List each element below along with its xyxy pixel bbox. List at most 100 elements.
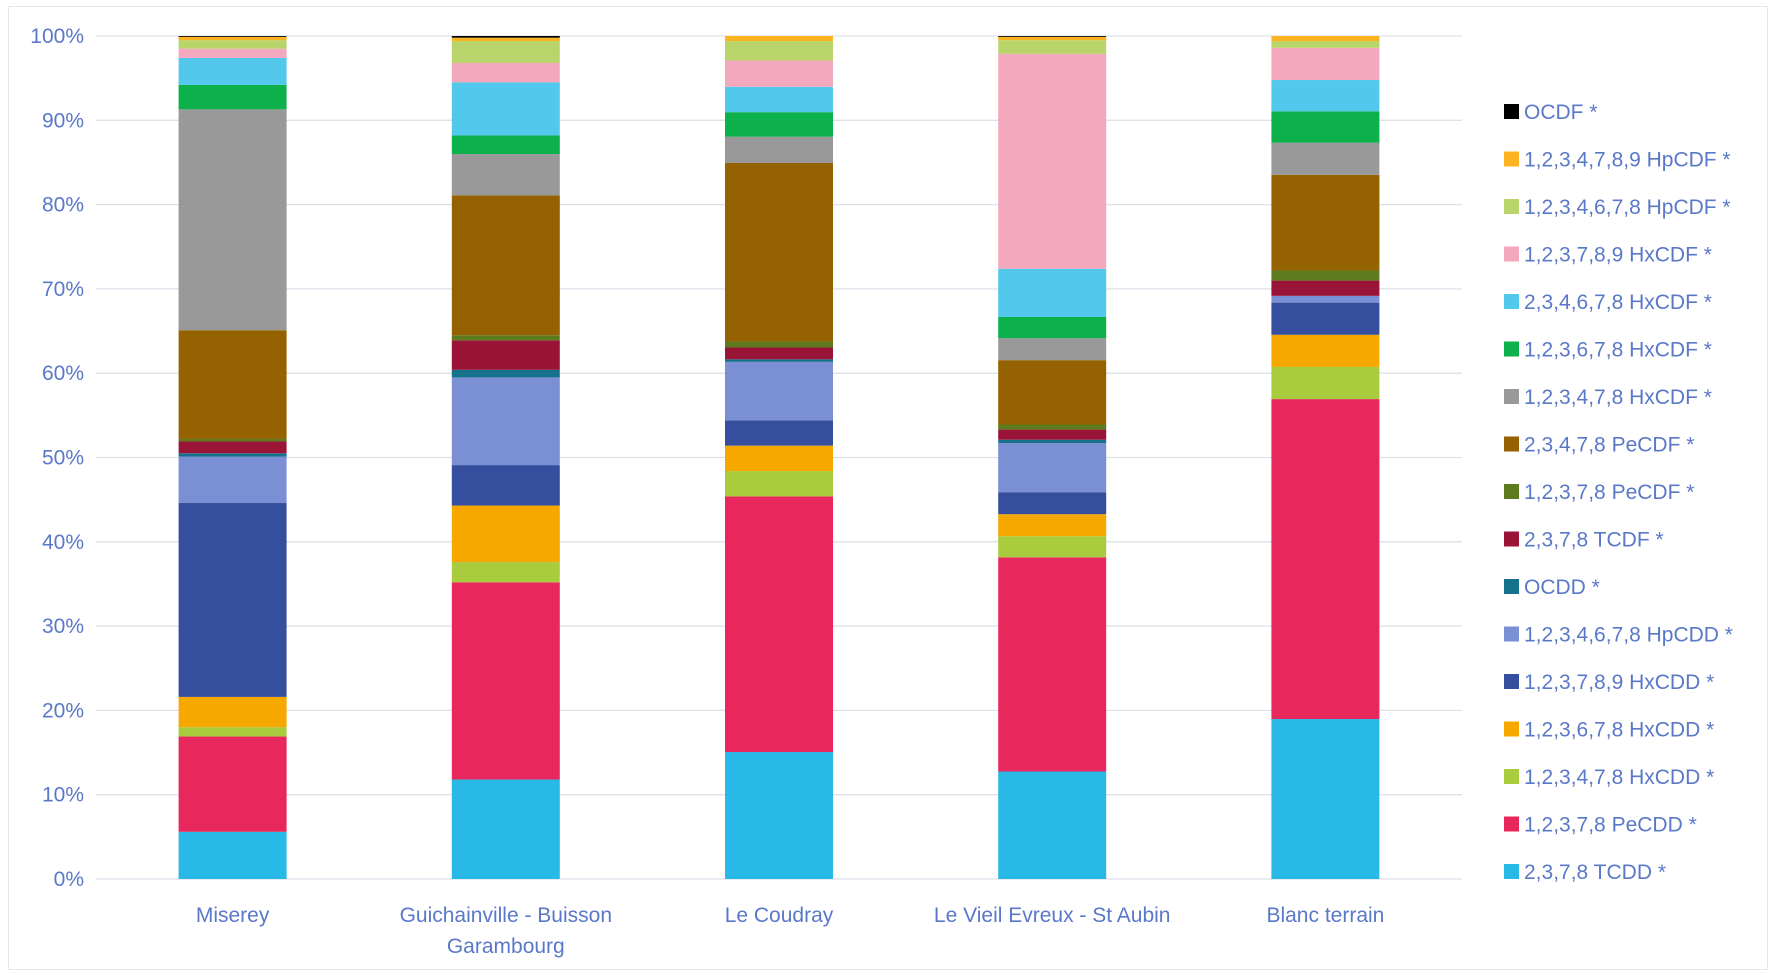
- bar-segment: [998, 536, 1107, 558]
- legend-label: OCDD *: [1524, 576, 1600, 599]
- bar-segment: [178, 84, 287, 110]
- legend-label: 1,2,3,4,7,8 HxCDF *: [1524, 386, 1712, 409]
- bar-segment: [998, 514, 1107, 537]
- x-axis-categories: Miserey Guichainville - Buisson Garambourg…: [196, 904, 1385, 958]
- bar-segment: [725, 112, 833, 137]
- legend-swatch: [1504, 864, 1519, 879]
- legend-label: 1,2,3,6,7,8 HxCDF *: [1524, 339, 1712, 362]
- bar-segment: [451, 562, 560, 583]
- legend-swatch: [1504, 674, 1519, 689]
- bar-segment: [998, 40, 1107, 54]
- bar-segment: [998, 557, 1107, 772]
- y-tick-label: 50%: [42, 447, 84, 470]
- bar-segment: [178, 36, 287, 37]
- bar-segment: [725, 136, 833, 163]
- legend-swatch: [1504, 246, 1519, 262]
- bar-segment: [1271, 174, 1380, 271]
- x-category-label: Garambourg: [447, 935, 565, 958]
- bar-segment: [1271, 295, 1380, 303]
- legend-label: 1,2,3,4,7,8 HxCDD *: [1524, 766, 1714, 789]
- bar-segment: [1271, 142, 1380, 175]
- bar-segment: [998, 53, 1107, 269]
- bar-segment: [725, 60, 833, 87]
- bar-segment: [1271, 47, 1380, 81]
- bar-segment: [451, 335, 560, 341]
- bar-segment: [178, 696, 287, 728]
- bar-segment: [451, 465, 560, 506]
- y-tick-label: 0%: [54, 868, 84, 891]
- bar-segment: [998, 317, 1107, 339]
- legend-swatch: [1504, 294, 1519, 309]
- legend-label: 2,3,7,8 TCDF *: [1524, 529, 1664, 552]
- legend-swatch: [1504, 341, 1519, 357]
- bar-segment: [451, 41, 560, 63]
- bar-segment: [725, 36, 833, 42]
- bar-segment: [178, 438, 287, 442]
- legend-label: 1,2,3,4,6,7,8 HpCDD *: [1524, 624, 1733, 647]
- bar-segment: [725, 347, 833, 360]
- bar-segment: [725, 752, 833, 879]
- bar-segment: [998, 439, 1107, 444]
- legend-label: 1,2,3,7,8 PeCDF *: [1524, 481, 1694, 504]
- legend-swatch: [1504, 436, 1519, 452]
- bar-segment: [178, 441, 287, 454]
- bar-segment: [725, 496, 833, 753]
- bar-segment: [998, 492, 1107, 515]
- bar-segment: [998, 36, 1107, 41]
- bar-segment: [725, 420, 833, 446]
- legend-swatch: [1504, 769, 1519, 784]
- legend-label: 1,2,3,7,8,9 HxCDF *: [1524, 244, 1712, 267]
- bar-segment: [1271, 41, 1380, 48]
- x-category-label: Guichainville - Buisson: [400, 904, 612, 927]
- legend-label: OCDF *: [1524, 101, 1598, 124]
- bar-segment: [725, 41, 833, 61]
- bar-segment: [725, 359, 833, 362]
- bar-segment: [451, 154, 560, 196]
- legend-label: 2,3,4,6,7,8 HxCDF *: [1524, 291, 1712, 314]
- legend-swatch: [1504, 626, 1519, 642]
- y-axis-ticks: 0% 10% 20% 30% 40% 50% 60% 70% 80% 90% 100%: [30, 25, 84, 891]
- bar-segment: [998, 771, 1107, 879]
- legend: OCDF * 1,2,3,4,7,8,9 HpCDF * 1,2,3,4,6,7,8…: [1504, 101, 1733, 884]
- bar-segment: [1271, 36, 1380, 42]
- bar-segment: [725, 341, 833, 348]
- legend-label: 1,2,3,4,7,8,9 HpCDF *: [1524, 149, 1731, 172]
- y-tick-label: 60%: [42, 362, 84, 385]
- x-category-label: Blanc terrain: [1266, 904, 1384, 927]
- legend-label: 1,2,3,7,8 PeCDD *: [1524, 814, 1697, 837]
- y-tick-label: 30%: [42, 615, 84, 638]
- legend-swatch: [1504, 579, 1519, 594]
- bar-segment: [178, 109, 287, 331]
- legend-swatch: [1504, 531, 1519, 547]
- legend-swatch: [1504, 816, 1519, 832]
- y-tick-label: 10%: [42, 784, 84, 807]
- bar-segment: [998, 429, 1107, 440]
- bar-segment: [1271, 302, 1380, 335]
- legend-swatch: [1504, 104, 1519, 119]
- legend-swatch: [1504, 389, 1519, 404]
- bar-segment: [451, 36, 560, 38]
- bar-segment: [178, 736, 287, 832]
- bar-segment: [998, 443, 1107, 493]
- y-tick-label: 70%: [42, 278, 84, 301]
- legend-swatch: [1504, 721, 1519, 737]
- bar-segment: [451, 82, 560, 136]
- bar-segment: [178, 453, 287, 457]
- bar-segment: [725, 445, 833, 472]
- bar-segment: [451, 195, 560, 336]
- bar-segment: [178, 503, 287, 697]
- bar-segment: [451, 37, 560, 42]
- x-category-label: Le Coudray: [725, 904, 834, 927]
- bar-segment: [725, 361, 833, 421]
- bar-segment: [998, 424, 1107, 430]
- bar-segment: [451, 582, 560, 780]
- bars: [178, 36, 1380, 879]
- bar-segment: [1271, 366, 1380, 400]
- bar-segment: [725, 162, 833, 342]
- bar-segment: [998, 338, 1107, 361]
- y-tick-label: 90%: [42, 109, 84, 132]
- y-tick-label: 100%: [30, 25, 84, 48]
- bar-segment: [178, 330, 287, 439]
- bar-segment: [451, 135, 560, 155]
- y-tick-label: 80%: [42, 194, 84, 217]
